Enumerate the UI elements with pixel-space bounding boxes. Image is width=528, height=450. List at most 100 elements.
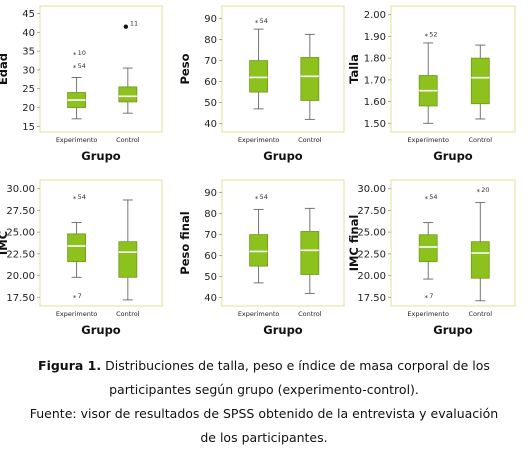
outlier-star: * [73, 64, 77, 72]
y-tick-label: 90 [204, 188, 217, 199]
outlier-label: 54 [78, 193, 86, 201]
category-label: Control [116, 310, 140, 318]
y-tick-label: 60 [204, 77, 217, 88]
boxplot-panel: 17.50 20.00 22.50 25.00 27.50 30.00 IMC Grupo Ex… [0, 179, 163, 337]
outlier-star: * [424, 32, 428, 40]
outlier-star: * [73, 51, 77, 59]
y-tick-label: 30 [22, 65, 35, 76]
x-axis-label: Grupo [433, 323, 473, 337]
category-label: Experimento [56, 136, 98, 144]
caption-line-2: participantes según grupo (experimento-c… [109, 382, 419, 397]
plot-frame [221, 5, 345, 133]
box [67, 233, 86, 263]
box [300, 231, 320, 275]
y-tick-label: 80 [204, 209, 217, 220]
x-axis-label: Grupo [81, 149, 121, 163]
y-tick-label: 40 [204, 119, 217, 130]
y-tick-label: 40 [204, 293, 217, 304]
category-label: Experimento [56, 310, 98, 318]
outlier-label: 11 [130, 20, 138, 28]
caption-line-3: Fuente: visor de resultados de SPSS obte… [29, 406, 499, 421]
x-axis-label: Grupo [433, 149, 473, 163]
outlier-label: 54 [260, 17, 268, 25]
y-tick-label: 27.50 [357, 206, 386, 217]
category-label: Control [469, 136, 493, 144]
outlier-star: * [424, 294, 428, 302]
y-tick-label: 40 [22, 28, 35, 39]
y-tick-label: 70 [204, 230, 217, 241]
outlier-star: * [424, 195, 428, 203]
y-tick-label: 25 [22, 84, 35, 95]
y-tick-label: 1.60 [364, 97, 386, 108]
outlier-label: 54 [78, 62, 86, 70]
y-tick-label: 90 [204, 14, 217, 25]
outlier-label: 7 [429, 292, 433, 300]
y-tick-label: 20.00 [6, 271, 35, 282]
plot-frame [390, 5, 516, 133]
outlier-label: 52 [429, 30, 437, 38]
y-tick-label: 50 [204, 98, 217, 109]
outlier-label: 7 [78, 292, 82, 300]
y-tick-label: 20 [22, 103, 35, 114]
y-tick-label: 17.50 [6, 293, 35, 304]
y-tick-label: 80 [204, 35, 217, 46]
box [249, 234, 269, 267]
box [118, 86, 138, 103]
plot-frame [39, 5, 163, 133]
outlier-star: * [73, 294, 77, 302]
y-tick-label: 27.50 [6, 206, 35, 217]
outlier-star: * [255, 19, 259, 27]
category-label: Control [469, 310, 493, 318]
y-tick-label: 50 [204, 272, 217, 283]
y-tick-label: 1.90 [364, 32, 386, 43]
y-tick-label: 15 [22, 122, 35, 133]
caption-line-4: de los participantes. [200, 430, 328, 445]
boxplot-panel: 40 50 60 70 80 90 Peso final Grupo Experimento Co… [178, 179, 345, 337]
y-tick-label: 1.80 [364, 54, 386, 65]
y-tick-label: 25.00 [357, 228, 386, 239]
x-axis-label: Grupo [263, 149, 303, 163]
boxplot-panel: 15 20 25 30 35 40 45 Edad Grupo Experimento Contro… [0, 5, 163, 163]
y-tick-label: 25.00 [6, 228, 35, 239]
y-tick-label: 2.00 [364, 10, 386, 21]
plot-frame [390, 179, 516, 307]
y-tick-label: 22.50 [6, 249, 35, 260]
y-tick-label: 1.70 [364, 75, 386, 86]
category-label: Experimento [407, 136, 449, 144]
boxplot-panel: 1.50 1.60 1.70 1.80 1.90 2.00 Talla Grupo Experi… [347, 5, 516, 163]
x-axis-label: Grupo [81, 323, 121, 337]
y-tick-label: 70 [204, 56, 217, 67]
x-axis-label: Grupo [263, 323, 303, 337]
box [300, 57, 320, 101]
y-tick-label: 30.00 [6, 184, 35, 195]
category-label: Experimento [238, 310, 280, 318]
figure-caption: Figura 1. Distribuciones de talla, peso … [0, 354, 528, 450]
outlier-label: 20 [481, 186, 489, 194]
box [249, 60, 269, 93]
box [470, 241, 490, 279]
y-axis-label: IMC final [347, 215, 361, 272]
outlier-label: 54 [429, 193, 437, 201]
figure-label: Figura 1. [38, 358, 102, 373]
plot-frame [39, 179, 163, 307]
category-label: Control [298, 136, 322, 144]
y-tick-label: 22.50 [357, 249, 386, 260]
outlier-label: 10 [78, 49, 86, 57]
boxplot-panel: 40 50 60 70 80 90 Peso Grupo Experimento Control *… [178, 5, 345, 163]
outlier-label: 54 [260, 193, 268, 201]
outlier-star: * [255, 195, 259, 203]
y-axis-label: Edad [0, 53, 10, 85]
box [118, 241, 138, 278]
boxplot-grid: 15 20 25 30 35 40 45 Edad Grupo Experimento Contro… [0, 5, 516, 337]
category-label: Experimento [407, 310, 449, 318]
box [418, 234, 438, 263]
y-axis-label: Peso final [178, 211, 192, 274]
caption-line-1: Distribuciones de talla, peso e índice d… [105, 358, 490, 373]
y-tick-label: 20.00 [357, 271, 386, 282]
y-tick-label: 1.50 [364, 119, 386, 130]
plot-frame [221, 179, 345, 307]
category-label: Control [116, 136, 140, 144]
y-axis-label: Peso [178, 53, 192, 84]
boxplot-panel: 17.50 20.00 22.50 25.00 27.50 30.00 IMC final G… [347, 179, 516, 337]
box [470, 57, 490, 105]
